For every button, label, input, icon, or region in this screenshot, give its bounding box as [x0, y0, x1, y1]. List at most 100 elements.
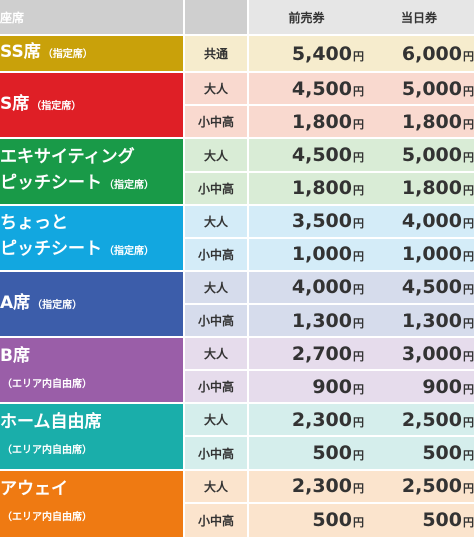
yen-unit: 円: [353, 184, 364, 198]
day-price: 4,500円: [364, 271, 474, 306]
price-value: 5,400: [291, 42, 352, 65]
table-row: SS席 （指定席） 共通 5,400円 6,000円: [0, 36, 474, 74]
ticket-type: 小中高: [183, 437, 249, 471]
seat-name: アウェイ: [0, 479, 68, 500]
advance-price: 2,300円: [249, 404, 364, 438]
table-row: S席 （指定席） 大人 4,500円 5,000円: [0, 73, 474, 140]
header-day: 当日券: [364, 0, 474, 36]
advance-price: 1,300円: [249, 305, 364, 339]
ticket-type: 小中高: [183, 172, 249, 206]
seat-sub: （指定席）: [31, 100, 82, 112]
seat-name-line2: ピッチシート （指定席）: [0, 236, 183, 265]
price-value: 2,500: [401, 475, 462, 498]
seat-sub: （エリア内自由席）: [2, 444, 92, 456]
yen-unit: 円: [353, 382, 364, 396]
seat-name-line2: （エリア内自由席）: [0, 435, 183, 464]
price-value: 3,000: [401, 342, 462, 365]
price-value: 2,300: [291, 408, 352, 431]
advance-price: 3,500円: [249, 205, 364, 239]
price-value: 500: [312, 442, 352, 464]
seat-sub: （指定席）: [104, 180, 154, 192]
price-value: 5,000: [401, 77, 462, 100]
price-value: 1,000: [401, 243, 462, 266]
advance-price: 5,400円: [249, 36, 364, 74]
price-value: 2,300: [291, 475, 352, 498]
yen-unit: 円: [353, 283, 364, 297]
seat-category: アウェイ （エリア内自由席）: [0, 470, 183, 539]
ticket-type: 小中高: [183, 371, 249, 405]
ticket-type: 小中高: [183, 305, 249, 339]
ticket-type: 大人: [183, 338, 249, 372]
ticket-type: 小中高: [183, 503, 249, 539]
header-seat: 座席: [0, 0, 183, 36]
header-row: 座席 前売券 当日券: [0, 0, 474, 36]
seat-category: ホーム自由席 （エリア内自由席）: [0, 404, 183, 471]
seat-sub: （指定席）: [42, 49, 93, 61]
day-price: 4,000円: [364, 205, 474, 239]
advance-price: 900円: [249, 371, 364, 405]
price-value: 4,500: [401, 276, 462, 299]
advance-price: 1,000円: [249, 238, 364, 272]
ticket-type: 大人: [183, 470, 249, 504]
day-price: 3,000円: [364, 338, 474, 372]
yen-unit: 円: [463, 84, 474, 98]
price-value: 1,300: [291, 309, 352, 332]
seat-category: エキサイティング ピッチシート （指定席）: [0, 139, 183, 206]
price-value: 1,800: [401, 177, 462, 200]
yen-unit: 円: [353, 349, 364, 363]
advance-price: 4,000円: [249, 271, 364, 306]
advance-price: 4,500円: [249, 139, 364, 173]
table-row: 小中高 500円 500円: [0, 437, 474, 471]
yen-unit: 円: [463, 482, 474, 496]
table-row: アウェイ （エリア内自由席） 大人 2,300円 2,500円: [0, 470, 474, 539]
seat-sub: （指定席）: [104, 246, 154, 258]
ticket-type: 大人: [183, 404, 249, 438]
yen-unit: 円: [353, 516, 364, 530]
table-row: 小中高 1,800円 1,800円: [0, 106, 474, 140]
price-value: 1,800: [291, 110, 352, 133]
price-value: 2,700: [291, 342, 352, 365]
price-value: 500: [422, 509, 462, 532]
price-value: 900: [312, 375, 352, 398]
price-value: 4,000: [401, 210, 462, 233]
yen-unit: 円: [353, 316, 364, 330]
seat-name: SS席: [0, 42, 41, 63]
table-row: 小中高 1,800円 1,800円: [0, 172, 474, 206]
seat-name: A席: [0, 292, 31, 313]
price-value: 500: [422, 442, 462, 464]
yen-unit: 円: [463, 117, 474, 131]
seat-name-line2: （エリア内自由席）: [0, 369, 183, 398]
day-price: 2,500円: [364, 404, 474, 438]
price-value: 500: [312, 509, 352, 532]
price-rows: SS席 （指定席） 共通 5,400円 6,000円 S席 （指定席） 大人 4,500円 5,0…: [0, 36, 474, 539]
price-value: 5,000: [401, 144, 462, 167]
seat-sub: （エリア内自由席）: [2, 378, 92, 390]
yen-unit: 円: [463, 316, 474, 330]
yen-unit: 円: [353, 84, 364, 98]
yen-unit: 円: [353, 250, 364, 264]
yen-unit: 円: [463, 349, 474, 363]
seat-category: SS席 （指定席）: [0, 36, 183, 74]
seat-category: B席 （エリア内自由席）: [0, 338, 183, 405]
price-value: 900: [422, 375, 462, 398]
price-value: 4,000: [291, 276, 352, 299]
advance-price: 500円: [249, 503, 364, 539]
ticket-type: 小中高: [183, 106, 249, 140]
price-value: 2,500: [401, 408, 462, 431]
seat-category: ちょっと ピッチシート （指定席）: [0, 205, 183, 272]
price-value: 3,500: [291, 210, 352, 233]
yen-unit: 円: [463, 449, 474, 462]
table-row: 小中高 1,300円 1,300円: [0, 305, 474, 339]
header-advance: 前売券: [249, 0, 364, 36]
advance-price: 500円: [249, 437, 364, 471]
yen-unit: 円: [353, 449, 364, 462]
yen-unit: 円: [463, 516, 474, 530]
seat-name: エキサイティング: [0, 147, 135, 168]
header-type: [183, 0, 249, 36]
yen-unit: 円: [353, 117, 364, 131]
yen-unit: 円: [353, 482, 364, 496]
yen-unit: 円: [353, 151, 364, 165]
seat-category: A席 （指定席）: [0, 271, 183, 339]
seat-sub: （エリア内自由席）: [2, 512, 92, 524]
